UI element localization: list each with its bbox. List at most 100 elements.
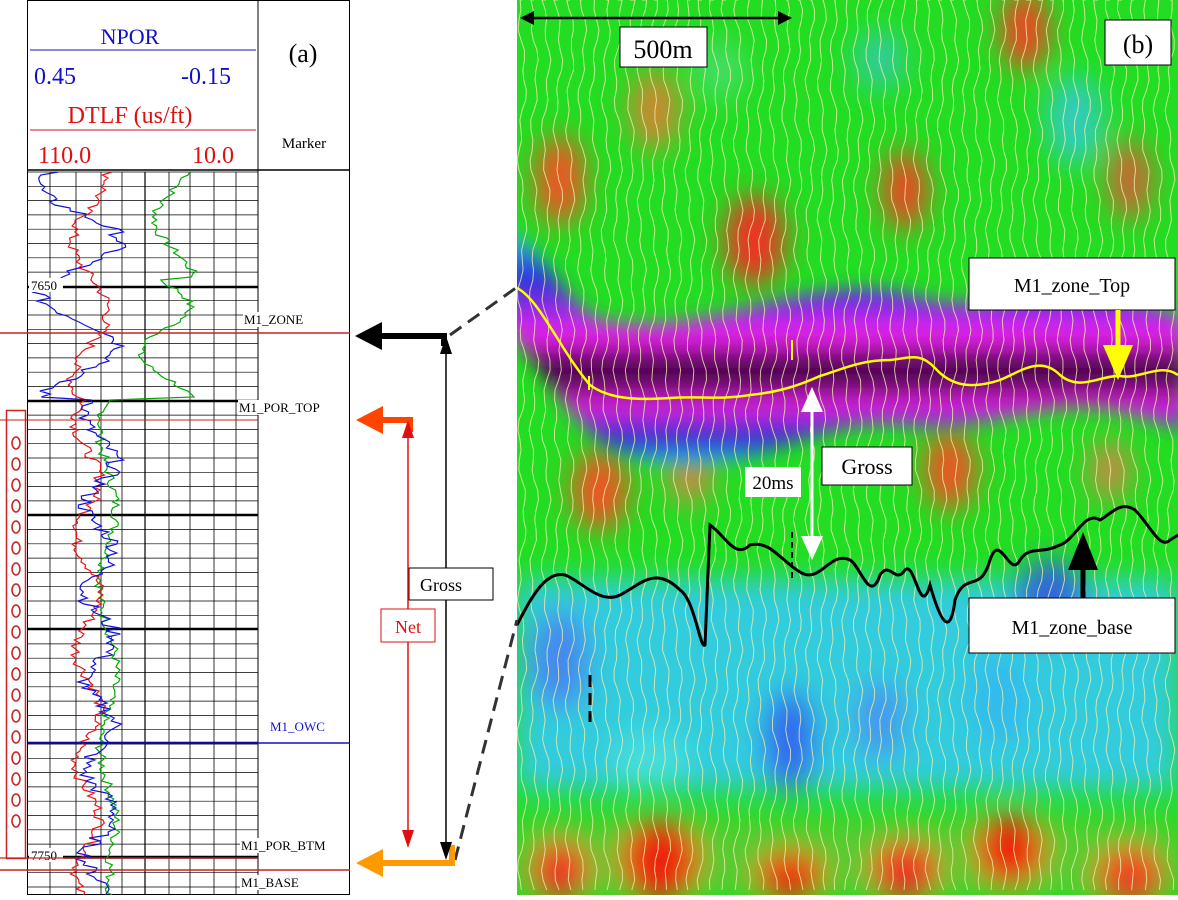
panel-b-label: (b) <box>1123 30 1153 59</box>
seismic-trace <box>600 0 612 891</box>
dtlf-right-value: 10.0 <box>192 143 234 169</box>
seismic-trace <box>540 0 552 891</box>
depth-7650: 7650 <box>31 278 57 293</box>
seismic-trace <box>816 0 828 891</box>
seismic-trace <box>900 0 912 891</box>
net-pay-circle <box>11 772 21 786</box>
depth-label-bg <box>29 278 63 292</box>
seismic-trace <box>660 0 672 891</box>
base-tie-dashed-line <box>453 619 519 861</box>
net-pay-circle <box>11 583 21 597</box>
gross-time-arrow-head-top <box>801 387 823 412</box>
seismic-trace <box>1104 0 1116 891</box>
seismic-trace <box>888 0 900 891</box>
seismic-trace <box>972 0 984 891</box>
seismic-trace <box>588 0 600 891</box>
npor-left-value: 0.45 <box>34 64 76 90</box>
net-pay-circle <box>11 646 21 660</box>
seismic-trace <box>732 0 744 891</box>
seismic-trace <box>876 0 888 891</box>
zone-top-arrow-head <box>355 322 382 350</box>
seismic-trace <box>696 0 708 891</box>
seismic-trace <box>1068 0 1080 891</box>
seismic-trace <box>960 0 972 891</box>
base-label: M1_zone_base <box>1011 617 1132 639</box>
connectors: Gross Net <box>355 283 521 877</box>
panel-a-label: (a) <box>289 39 318 68</box>
seismic-trace <box>864 0 876 891</box>
marker-label-bg <box>238 400 334 415</box>
seismic-trace <box>912 0 924 891</box>
marker-label-bg <box>240 838 348 853</box>
net-arrow-head-top <box>402 420 414 438</box>
seismic-trace <box>708 0 720 891</box>
seismic-trace <box>1092 0 1104 891</box>
seismic-trace <box>552 0 564 891</box>
seismic-trace <box>936 0 948 891</box>
net-pay-circle <box>11 688 21 702</box>
seismic-trace <box>1032 0 1044 891</box>
npor-right-value: -0.15 <box>181 64 231 90</box>
seismic-trace <box>924 0 936 891</box>
net-pay-circle <box>11 520 21 534</box>
net-pay-circle <box>11 814 21 828</box>
gross-b-label-box <box>821 446 913 486</box>
net-label-box <box>380 608 436 643</box>
seismic-trace <box>852 0 864 891</box>
seismic-trace <box>517 0 528 891</box>
seismic-trace <box>1116 0 1128 891</box>
dtlf-curve <box>65 171 113 896</box>
well-log-panel: NPOR 0.45 -0.15 DTLF (us/ft) 110.0 10.0 … <box>0 0 350 896</box>
seismic-trace <box>1020 0 1032 891</box>
net-pay-circles <box>11 436 21 828</box>
net-pay-circle <box>11 625 21 639</box>
m1-zone-top-horizon <box>517 286 1178 401</box>
scale-bar: 500m <box>520 11 792 68</box>
seismic-trace <box>636 0 648 891</box>
depth-7750: 7750 <box>31 848 57 863</box>
marker-header: Marker <box>282 136 326 152</box>
base-arrow <box>380 845 455 866</box>
net-pay-circle <box>11 478 21 492</box>
seismic-trace <box>744 0 756 891</box>
gross-time-arrow-head-bottom <box>801 536 823 560</box>
base-label-box <box>968 597 1176 654</box>
gross-a-label: Gross <box>420 575 462 595</box>
seismic-trace <box>1128 0 1140 891</box>
seismic-trace <box>840 0 852 891</box>
seismic-trace <box>1080 0 1092 891</box>
marker-m1-zone: M1_ZONE <box>244 312 303 327</box>
gross-arrow-head-bottom <box>440 842 452 860</box>
seismic-trace <box>996 0 1008 891</box>
top-tie-dashed-line <box>449 283 521 337</box>
net-pay-circle <box>11 667 21 681</box>
seismic-trace <box>792 0 804 891</box>
seismic-trace <box>780 0 792 891</box>
seismic-trace <box>984 0 996 891</box>
net-pay-circle <box>11 709 21 723</box>
log-grid <box>28 171 258 895</box>
npor-title: NPOR <box>101 24 160 49</box>
seismic-trace <box>612 0 624 891</box>
seismic-trace <box>828 0 840 891</box>
seismic-trace <box>528 0 540 891</box>
por-top-arrow-head <box>356 406 383 434</box>
seismic-trace <box>720 0 732 891</box>
time-label: 20ms <box>752 473 793 494</box>
seismic-trace <box>1056 0 1068 891</box>
net-pay-circle <box>11 562 21 576</box>
dtlf-title: DTLF (us/ft) <box>68 103 193 129</box>
seismic-trace <box>1152 0 1164 891</box>
net-arrow-head-bottom <box>402 830 414 848</box>
seismic-trace <box>564 0 576 891</box>
seismic-trace <box>576 0 588 891</box>
net-pay-circle <box>11 457 21 471</box>
net-pay-circle <box>11 793 21 807</box>
seismic-trace <box>648 0 660 891</box>
seismic-trace <box>624 0 636 891</box>
npor-curve <box>31 171 127 896</box>
seismic-panel: 500m (b) M1_zone_Top M1_zone_base Gross … <box>517 0 1178 895</box>
seismic-trace <box>1008 0 1020 891</box>
